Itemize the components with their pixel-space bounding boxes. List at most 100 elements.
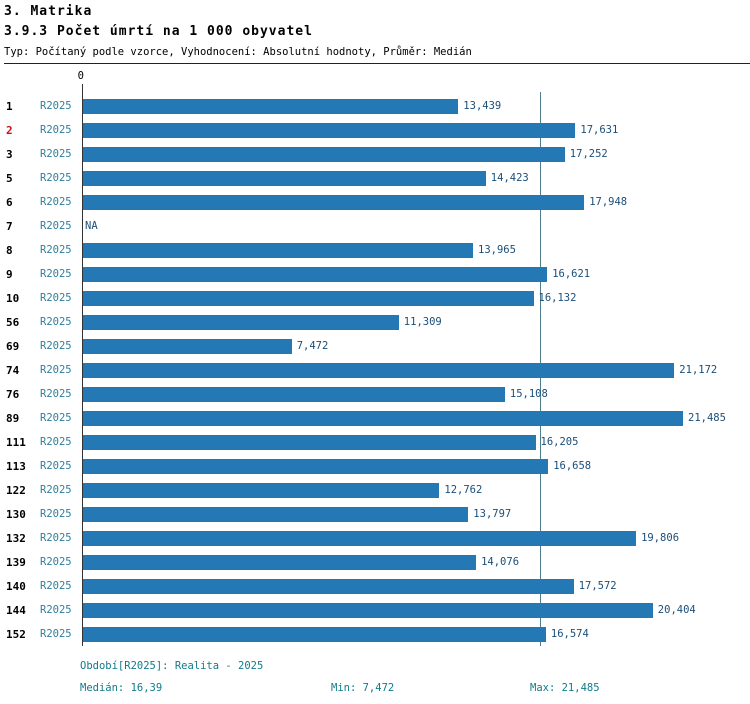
row-id-label: 89 [6, 411, 20, 425]
chart-row: 5 R2025 14,423 [0, 166, 750, 190]
bar-value-label: 15,108 [509, 388, 548, 400]
chart-row: 140 R2025 17,572 [0, 574, 750, 598]
row-id-label: 9 [6, 267, 13, 281]
bar-value-label: 21,172 [679, 364, 718, 376]
chart-row: 152 R2025 16,574 [0, 622, 750, 646]
row-period-label: R2025 [40, 556, 72, 568]
row-bar-area: 16,132 [83, 286, 750, 310]
bar-value-label: 21,485 [688, 412, 726, 424]
row-id-label: 10 [6, 291, 20, 305]
row-period-label: R2025 [40, 580, 72, 592]
row-id-label: 122 [6, 483, 26, 497]
row-period-label: R2025 [40, 172, 72, 184]
row-period-label: R2025 [40, 316, 72, 328]
row-period-label: R2025 [40, 220, 72, 232]
row-period-label: R2025 [40, 196, 72, 208]
chart-row: 9 R2025 16,621 [0, 262, 750, 286]
row-period-label: R2025 [40, 100, 72, 112]
row-period-label: R2025 [40, 628, 72, 640]
bar-value-label: 14,076 [481, 556, 520, 568]
stat-median: Medián: 16,39 [80, 682, 163, 694]
row-period-label: R2025 [40, 388, 72, 400]
zero-axis-line [82, 84, 83, 646]
value-bar [83, 170, 486, 186]
period-definition: Období[R2025]: Realita - 2025 [80, 660, 264, 672]
row-period-label: R2025 [40, 412, 72, 424]
row-bar-area: 16,574 [83, 622, 750, 646]
value-bar [83, 626, 546, 642]
row-bar-area: 17,631 [83, 118, 750, 142]
value-bar [83, 194, 585, 210]
bar-chart: 0 1 R2025 13,439 2 R2025 17,631 3 R2025 … [0, 64, 750, 648]
bar-value-label: NA [85, 220, 98, 232]
row-bar-area: 21,172 [83, 358, 750, 382]
row-bar-area: 11,309 [83, 310, 750, 334]
value-bar [83, 146, 565, 162]
value-bar [83, 98, 459, 114]
chart-row: 56 R2025 11,309 [0, 310, 750, 334]
row-bar-area: 17,572 [83, 574, 750, 598]
bar-value-label: 13,797 [473, 508, 512, 520]
row-bar-area: 16,205 [83, 430, 750, 454]
value-bar [83, 290, 534, 306]
value-bar [83, 458, 549, 474]
chart-row: 10 R2025 16,132 [0, 286, 750, 310]
row-bar-area: 17,252 [83, 142, 750, 166]
row-period-label: R2025 [40, 604, 72, 616]
value-bar [83, 506, 469, 522]
bar-value-label: 17,948 [589, 196, 628, 208]
row-id-label: 2 [6, 123, 13, 137]
chart-row: 139 R2025 14,076 [0, 550, 750, 574]
value-bar [83, 338, 292, 354]
axis-zero-label: 0 [77, 70, 84, 82]
row-id-label: 130 [6, 507, 26, 521]
row-bar-area: 20,404 [83, 598, 750, 622]
row-id-label: 144 [6, 603, 26, 617]
value-bar [83, 410, 683, 426]
chart-row: 6 R2025 17,948 [0, 190, 750, 214]
row-bar-area: 14,423 [83, 166, 750, 190]
value-bar [83, 578, 574, 594]
value-bar [83, 386, 505, 402]
row-bar-area: 21,485 [83, 406, 750, 430]
stat-min: Min: 7,472 [331, 682, 395, 694]
row-period-label: R2025 [40, 268, 72, 280]
bar-value-label: 16,621 [552, 268, 591, 280]
row-period-label: R2025 [40, 244, 72, 256]
stat-max: Max: 21,485 [530, 682, 600, 694]
chart-row: 111 R2025 16,205 [0, 430, 750, 454]
bar-value-label: 16,205 [540, 436, 579, 448]
row-period-label: R2025 [40, 124, 72, 136]
chart-row: 8 R2025 13,965 [0, 238, 750, 262]
value-bar [83, 434, 536, 450]
chart-row: 3 R2025 17,252 [0, 142, 750, 166]
report-footer: Období[R2025]: Realita - 2025 Medián: 16… [0, 660, 750, 695]
bar-value-label: 12,762 [444, 484, 483, 496]
row-bar-area: 15,108 [83, 382, 750, 406]
value-bar [83, 122, 576, 138]
bar-value-label: 16,574 [550, 628, 589, 640]
chart-row: 130 R2025 13,797 [0, 502, 750, 526]
row-period-label: R2025 [40, 364, 72, 376]
chart-row: 122 R2025 12,762 [0, 478, 750, 502]
row-bar-area: 16,658 [83, 454, 750, 478]
row-id-label: 132 [6, 531, 26, 545]
chart-row: 113 R2025 16,658 [0, 454, 750, 478]
value-bar [83, 266, 548, 282]
chart-row: 7 R2025 NA [0, 214, 750, 238]
chart-title: 3.9.3 Počet úmrtí na 1 000 obyvatel [4, 24, 313, 39]
bar-value-label: 17,252 [569, 148, 608, 160]
row-id-label: 7 [6, 219, 13, 233]
chart-row: 132 R2025 19,806 [0, 526, 750, 550]
row-period-label: R2025 [40, 484, 72, 496]
row-period-label: R2025 [40, 292, 72, 304]
row-bar-area: 13,965 [83, 238, 750, 262]
chart-rows: 1 R2025 13,439 2 R2025 17,631 3 R2025 17… [0, 94, 750, 646]
row-id-label: 69 [6, 339, 20, 353]
page-title: 3. Matrika [4, 4, 93, 19]
row-bar-area: 7,472 [83, 334, 750, 358]
bar-value-label: 7,472 [296, 340, 329, 352]
value-bar [83, 602, 653, 618]
row-id-label: 152 [6, 627, 26, 641]
bar-value-label: 14,423 [490, 172, 529, 184]
